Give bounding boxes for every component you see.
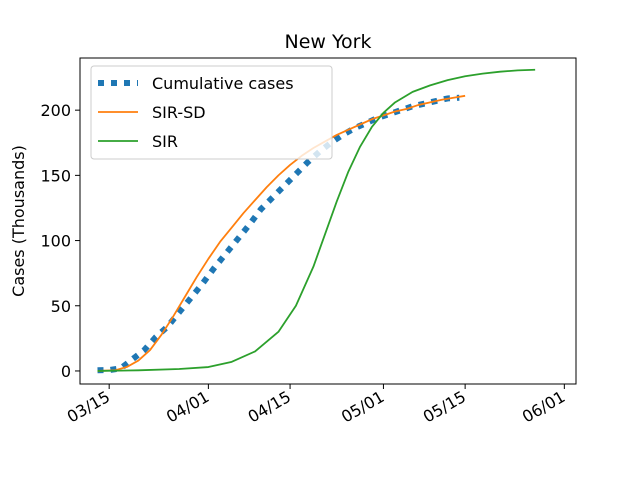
legend-label-2: SIR xyxy=(152,132,178,151)
x-tick-label: 04/15 xyxy=(245,387,294,427)
legend-label-0: Cumulative cases xyxy=(152,74,294,93)
legend-box xyxy=(90,65,333,160)
x-tick-label: 05/01 xyxy=(338,387,387,427)
legend-label-1: SIR-SD xyxy=(152,103,206,122)
series-line-1 xyxy=(97,94,466,372)
plot-area xyxy=(97,68,536,374)
legend: Cumulative cases SIR-SD SIR xyxy=(90,65,333,160)
x-tick-label: 04/01 xyxy=(163,387,212,427)
y-axis: 0 50 100 150 200 xyxy=(40,101,80,381)
y-tick-label: 100 xyxy=(40,232,71,251)
chart-title: New York xyxy=(284,31,371,53)
y-tick-label: 50 xyxy=(51,297,71,316)
y-tick-label: 0 xyxy=(61,362,71,381)
plot-frame xyxy=(79,57,577,385)
y-tick-label: 150 xyxy=(40,166,71,185)
y-tick-label: 200 xyxy=(40,101,71,120)
y-axis-label: Cases (Thousands) xyxy=(9,145,28,297)
x-tick-label: 03/15 xyxy=(64,387,113,427)
x-axis: 03/15 04/01 04/15 05/01 05/15 06/01 xyxy=(64,384,568,427)
x-tick-label: 05/15 xyxy=(420,387,469,427)
x-tick-label: 06/01 xyxy=(519,387,568,427)
series-line-2 xyxy=(97,68,536,372)
